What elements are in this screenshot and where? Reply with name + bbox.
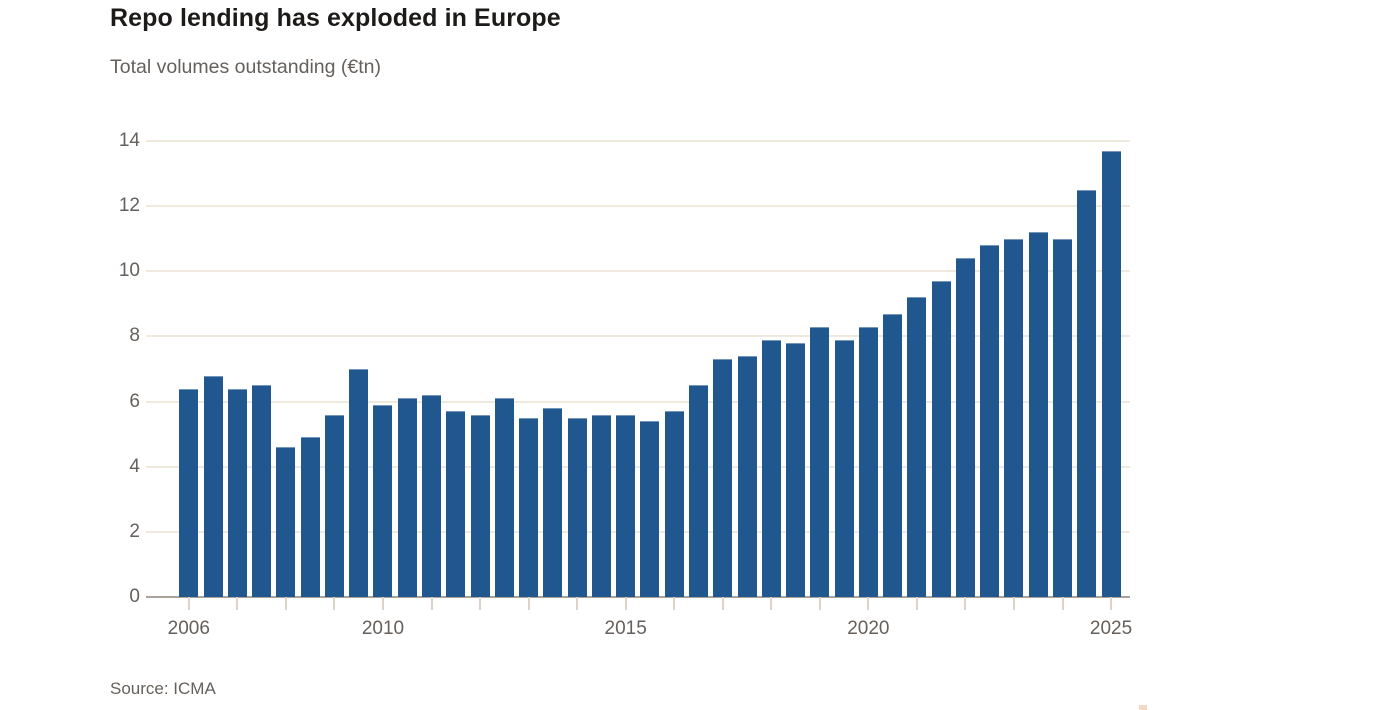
bar — [519, 417, 539, 597]
x-axis-tick — [381, 597, 384, 610]
bar — [761, 339, 781, 597]
x-axis-tick — [673, 597, 676, 610]
x-tick-label: 2020 — [847, 618, 890, 639]
x-axis-tick — [527, 597, 530, 610]
bar — [349, 369, 369, 597]
x-axis-tick — [187, 597, 190, 610]
bar — [227, 388, 247, 597]
x-axis-tick — [721, 597, 724, 610]
bar — [397, 398, 417, 597]
bar — [543, 408, 563, 597]
y-axis-labels: 0 2 4 6 8 10 12 14 — [85, 130, 140, 607]
bar — [858, 326, 878, 597]
x-tick-label: 2025 — [1089, 618, 1133, 639]
bar — [834, 339, 854, 597]
bar — [931, 281, 951, 597]
bar — [955, 258, 975, 597]
x-axis-tick — [284, 597, 287, 610]
gridline — [146, 335, 1130, 338]
source-note: Source: ICMA — [110, 679, 216, 698]
bar — [1077, 189, 1097, 597]
bar — [713, 359, 733, 597]
bar — [324, 414, 344, 597]
x-axis-tick — [333, 597, 336, 610]
x-axis-tick — [479, 597, 482, 610]
bar — [567, 417, 587, 597]
x-axis-tick — [1061, 597, 1064, 610]
page-edge-artifact — [1139, 705, 1147, 710]
x-axis-tick — [1110, 597, 1113, 610]
x-tick-label: 2010 — [361, 618, 405, 639]
y-tick-label: 8 — [129, 325, 140, 347]
gridline — [146, 530, 1130, 533]
bar — [688, 385, 708, 597]
chart-title: Repo lending has exploded in Europe — [110, 4, 561, 32]
gridline — [146, 400, 1130, 403]
y-tick-label: 2 — [129, 520, 140, 542]
bar — [470, 414, 490, 597]
bar — [203, 375, 223, 597]
y-tick-label: 14 — [118, 130, 140, 151]
bar — [373, 404, 393, 597]
bar — [1028, 232, 1048, 597]
y-tick-label: 12 — [118, 195, 140, 217]
y-tick-label: 10 — [118, 260, 140, 282]
y-tick-label: 4 — [129, 455, 140, 477]
x-axis-tick — [430, 597, 433, 610]
x-tick-label: 2006 — [167, 618, 210, 639]
bar — [883, 313, 903, 597]
bar — [1004, 238, 1024, 597]
bar — [786, 342, 806, 597]
bar — [1101, 150, 1121, 597]
x-tick-label: 2015 — [604, 618, 647, 639]
x-axis-tick — [236, 597, 239, 610]
bar — [300, 437, 320, 597]
gridline — [146, 205, 1130, 208]
bar — [494, 398, 514, 597]
bar — [179, 388, 199, 597]
bar — [737, 355, 757, 597]
bar — [1053, 238, 1073, 597]
x-axis-tick — [867, 597, 870, 610]
x-axis-tick — [915, 597, 918, 610]
bar — [980, 245, 1000, 597]
bar — [276, 447, 296, 597]
x-axis-line — [146, 596, 1130, 598]
x-axis-tick — [818, 597, 821, 610]
gridline — [146, 465, 1130, 468]
gridline — [146, 270, 1130, 273]
x-axis-tick — [624, 597, 627, 610]
bar — [446, 411, 466, 597]
bar-chart-plot-area: 2006 2010 2015 2020 2025 — [146, 140, 1132, 639]
bar — [907, 297, 927, 597]
bar — [591, 414, 611, 597]
bar — [252, 385, 272, 597]
gridline — [146, 140, 1130, 142]
bar — [664, 411, 684, 597]
x-axis-tick — [964, 597, 967, 610]
y-tick-label: 0 — [129, 586, 140, 607]
x-axis-tick — [1012, 597, 1015, 610]
x-axis-tick — [770, 597, 773, 610]
bar — [616, 414, 636, 597]
chart-subtitle: Total volumes outstanding (€tn) — [110, 56, 381, 78]
bar — [810, 326, 830, 597]
x-axis-tick — [576, 597, 579, 610]
bar — [422, 395, 441, 597]
bar — [640, 421, 660, 597]
y-tick-label: 6 — [129, 390, 140, 412]
